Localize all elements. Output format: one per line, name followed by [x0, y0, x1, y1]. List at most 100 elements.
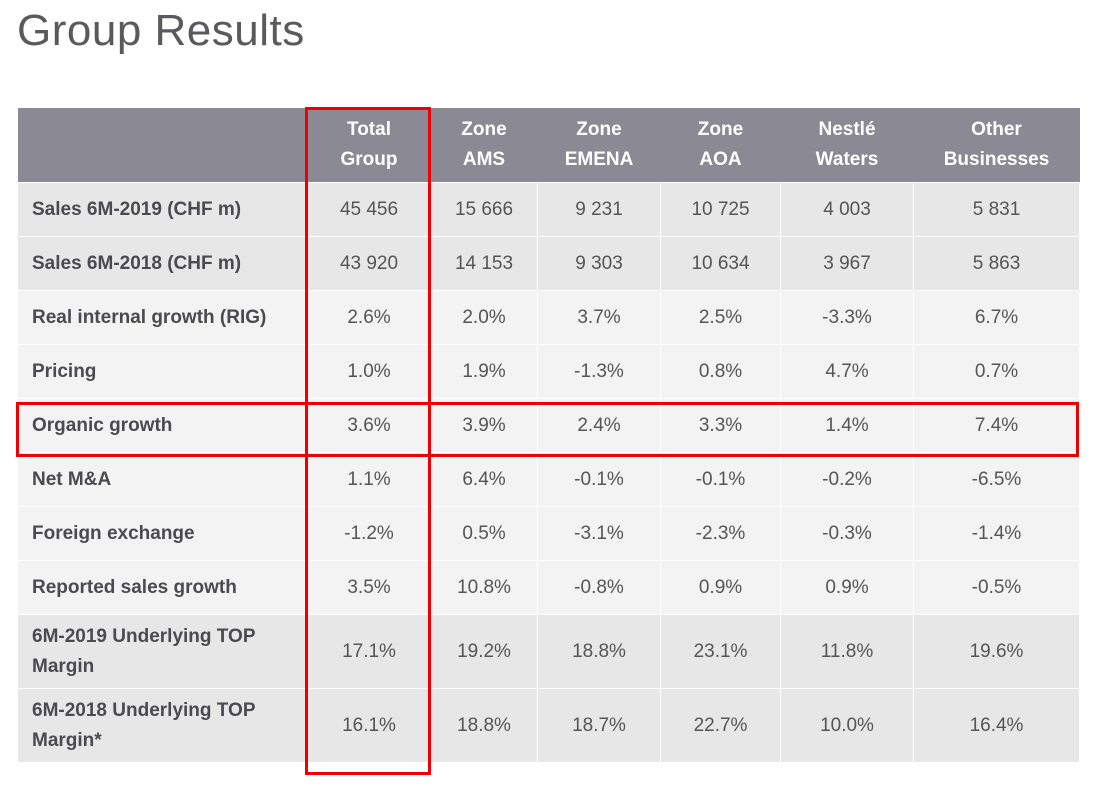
- table-cell: -6.5%: [913, 452, 1080, 507]
- table-cell: 10 725: [660, 182, 781, 237]
- table-cell: 0.8%: [660, 344, 781, 399]
- table-cell: 0.5%: [430, 506, 538, 561]
- row-label: Reported sales growth: [17, 560, 308, 615]
- row-label: 6M-2018 Underlying TOP Margin*: [17, 688, 308, 763]
- row-label: Net M&A: [17, 452, 308, 507]
- table-cell: 5 831: [913, 182, 1080, 237]
- table-cell: 19.6%: [913, 614, 1080, 689]
- table-cell: -1.3%: [537, 344, 661, 399]
- table-cell: 9 231: [537, 182, 661, 237]
- table-cell: 18.7%: [537, 688, 661, 763]
- table-cell: 0.7%: [913, 344, 1080, 399]
- column-header-text: Zone: [461, 119, 507, 140]
- table-cell: -0.1%: [660, 452, 781, 507]
- table-cell: 10.8%: [430, 560, 538, 615]
- table-cell: -0.2%: [780, 452, 914, 507]
- row-label: Pricing: [17, 344, 308, 399]
- table-cell: 3.3%: [660, 398, 781, 453]
- table-cell: -2.3%: [660, 506, 781, 561]
- table-cell: -3.3%: [780, 290, 914, 345]
- table-row: Reported sales growth 3.5% 10.8% -0.8% 0.9% 0…: [17, 560, 1080, 615]
- table-cell: 10.0%: [780, 688, 914, 763]
- table-cell: 6.7%: [913, 290, 1080, 345]
- table-cell: 1.9%: [430, 344, 538, 399]
- table-cell: 9 303: [537, 236, 661, 291]
- table-cell: 4.7%: [780, 344, 914, 399]
- table-cell: 10 634: [660, 236, 781, 291]
- table-cell: 22.7%: [660, 688, 781, 763]
- table-cell: 2.0%: [430, 290, 538, 345]
- table-cell: 3.7%: [537, 290, 661, 345]
- table-cell: 1.0%: [307, 344, 431, 399]
- row-label: Foreign exchange: [17, 506, 308, 561]
- table-row: Pricing 1.0% 1.9% -1.3% 0.8% 4.7% 0.7%: [17, 344, 1080, 399]
- column-header: Total Group: [307, 108, 431, 183]
- table-cell: 14 153: [430, 236, 538, 291]
- table-row: 6M-2019 Underlying TOP Margin 17.1% 19.2% 1…: [17, 614, 1080, 689]
- table-cell: 0.9%: [780, 560, 914, 615]
- table-cell: 18.8%: [430, 688, 538, 763]
- table-cell: -0.1%: [537, 452, 661, 507]
- header-blank: [17, 108, 308, 183]
- table-row: Organic growth 3.6% 3.9% 2.4% 3.3% 1.4% 7.4%: [17, 398, 1080, 453]
- table-cell: 16.4%: [913, 688, 1080, 763]
- table-cell: 7.4%: [913, 398, 1080, 453]
- table-cell: 3 967: [780, 236, 914, 291]
- table-row: Sales 6M-2019 (CHF m) 45 456 15 666 9 231 10…: [17, 182, 1080, 237]
- table-cell: 1.1%: [307, 452, 431, 507]
- table-cell: 23.1%: [660, 614, 781, 689]
- row-label: Organic growth: [17, 398, 308, 453]
- table-row: Sales 6M-2018 (CHF m) 43 920 14 153 9 303 10…: [17, 236, 1080, 291]
- table-cell: 15 666: [430, 182, 538, 237]
- table-cell: 3.5%: [307, 560, 431, 615]
- column-header: Zone EMENA: [537, 108, 661, 183]
- table-cell: -0.5%: [913, 560, 1080, 615]
- table-cell: -0.3%: [780, 506, 914, 561]
- row-label: Sales 6M-2018 (CHF m): [17, 236, 308, 291]
- column-header-text: Zone: [697, 119, 744, 140]
- table-cell: 4 003: [780, 182, 914, 237]
- table-cell: 43 920: [307, 236, 431, 291]
- row-label: 6M-2019 Underlying TOP Margin: [17, 614, 308, 689]
- group-results-table: Total Group Zone AMS Zone EMENA Zone AOA Nestlé W…: [17, 108, 1080, 763]
- column-header-text: EMENA: [564, 149, 634, 170]
- table-cell: -0.8%: [537, 560, 661, 615]
- table-row: Net M&A 1.1% 6.4% -0.1% -0.1% -0.2% -6.5%: [17, 452, 1080, 507]
- table-cell: -3.1%: [537, 506, 661, 561]
- table-header-row: Total Group Zone AMS Zone EMENA Zone AOA Nestlé W…: [17, 108, 1080, 183]
- column-header: Zone AMS: [430, 108, 538, 183]
- column-header-text: Nestlé: [818, 119, 876, 140]
- table-row: Real internal growth (RIG) 2.6% 2.0% 3.7% 2.…: [17, 290, 1080, 345]
- column-header: Other Businesses: [913, 108, 1080, 183]
- column-header-text: Zone: [576, 119, 622, 140]
- column-header-text: AMS: [462, 149, 506, 170]
- table-row: Foreign exchange -1.2% 0.5% -3.1% -2.3% -0.3%…: [17, 506, 1080, 561]
- column-header-text: Total: [347, 119, 391, 140]
- table-cell: 18.8%: [537, 614, 661, 689]
- column-header-text: Businesses: [943, 149, 1050, 170]
- column-header-text: Waters: [815, 149, 879, 170]
- column-header-text: Group: [340, 149, 398, 170]
- table-cell: 2.4%: [537, 398, 661, 453]
- column-header-text: Other: [971, 119, 1022, 140]
- table-cell: 1.4%: [780, 398, 914, 453]
- table-cell: 6.4%: [430, 452, 538, 507]
- table-cell: 45 456: [307, 182, 431, 237]
- table-cell: 2.5%: [660, 290, 781, 345]
- table-row: 6M-2018 Underlying TOP Margin* 16.1% 18.8%…: [17, 688, 1080, 763]
- table-cell: -1.4%: [913, 506, 1080, 561]
- row-label: Real internal growth (RIG): [17, 290, 308, 345]
- table-cell: 0.9%: [660, 560, 781, 615]
- table-cell: 5 863: [913, 236, 1080, 291]
- table-cell: -1.2%: [307, 506, 431, 561]
- page-title: Group Results: [17, 6, 305, 55]
- column-header: Nestlé Waters: [780, 108, 914, 183]
- table-cell: 2.6%: [307, 290, 431, 345]
- table-cell: 11.8%: [780, 614, 914, 689]
- table-cell: 3.9%: [430, 398, 538, 453]
- table-cell: 16.1%: [307, 688, 431, 763]
- row-label: Sales 6M-2019 (CHF m): [17, 182, 308, 237]
- column-header: Zone AOA: [660, 108, 781, 183]
- table-cell: 3.6%: [307, 398, 431, 453]
- column-header-text: AOA: [699, 149, 742, 170]
